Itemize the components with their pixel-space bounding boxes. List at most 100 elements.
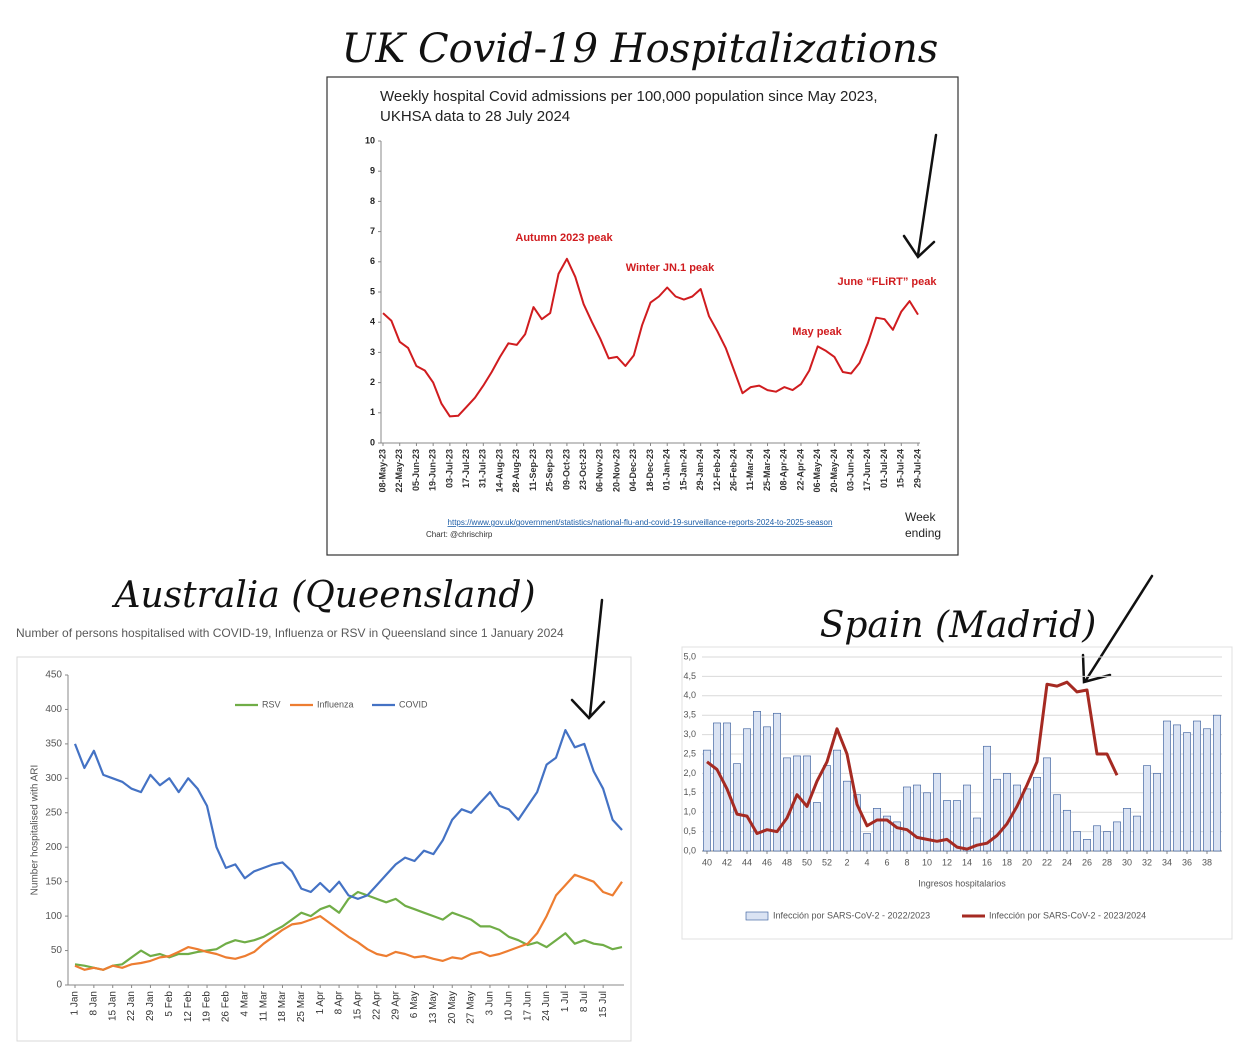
chart-heading: Spain (Madrid) bbox=[820, 605, 1097, 646]
x-tick-label: 29 Jan bbox=[145, 991, 156, 1021]
qld-chart-frame bbox=[16, 656, 632, 1042]
y-tick-label: 350 bbox=[45, 739, 62, 750]
x-tick-label: 19-Jun-23 bbox=[428, 449, 438, 491]
x-tick-label: 06-Nov-23 bbox=[595, 449, 605, 492]
legend-label: Infección por SARS-CoV-2 - 2022/2023 bbox=[773, 910, 930, 920]
y-tick-label: 0 bbox=[56, 980, 62, 991]
uk-chart-frame bbox=[326, 76, 959, 556]
x-tick-label: 10 bbox=[922, 857, 932, 867]
x-tick-label: 8 Jul bbox=[579, 991, 590, 1012]
y-tick-label: 5 bbox=[370, 286, 375, 296]
bar bbox=[923, 792, 931, 852]
legend-swatch bbox=[745, 911, 769, 921]
x-tick-label: 24 bbox=[1062, 857, 1072, 867]
x-tick-label: 34 bbox=[1162, 857, 1172, 867]
x-tick-label: 8 Jan bbox=[89, 991, 100, 1015]
bar bbox=[743, 728, 751, 852]
x-tick-label: 13 May bbox=[428, 991, 439, 1024]
y-tick-label: 2,5 bbox=[683, 748, 696, 758]
y-tick-label: 0,5 bbox=[683, 826, 696, 836]
source-link: https://www.gov.uk/government/statistics… bbox=[448, 518, 833, 527]
bar bbox=[843, 780, 851, 852]
chart-heading: UK Covid-19 Hospitalizations bbox=[342, 26, 939, 72]
bar bbox=[1153, 773, 1161, 852]
x-axis-label: Ingresos hospitalarios bbox=[918, 878, 1006, 888]
bar bbox=[1103, 831, 1111, 852]
x-tick-label: 06-May-24 bbox=[812, 449, 822, 493]
x-tick-label: 17-Jun-24 bbox=[862, 449, 872, 491]
x-tick-label: 27 May bbox=[466, 991, 477, 1024]
y-tick-label: 0,0 bbox=[683, 845, 696, 855]
bar bbox=[783, 757, 791, 852]
y-tick-label: 1,5 bbox=[683, 787, 696, 797]
x-tick-label: 11-Sep-23 bbox=[528, 449, 538, 491]
uk-arrow bbox=[902, 133, 938, 259]
y-tick-label: 100 bbox=[45, 911, 62, 922]
x-tick-label: 18-Dec-23 bbox=[645, 449, 655, 492]
x-tick-label: 48 bbox=[782, 857, 792, 867]
x-tick-label: 12 bbox=[942, 857, 952, 867]
y-tick-label: 2,0 bbox=[683, 768, 696, 778]
x-tick-label: 29-Jan-24 bbox=[695, 449, 705, 491]
bar bbox=[1033, 776, 1041, 852]
legend-label: RSV bbox=[262, 699, 281, 709]
y-tick-label: 300 bbox=[45, 773, 62, 784]
x-tick-label: 1 Jan bbox=[70, 991, 81, 1015]
bar bbox=[983, 745, 991, 852]
bar bbox=[853, 794, 861, 852]
x-tick-label: 20 May bbox=[447, 991, 458, 1024]
bar bbox=[1173, 724, 1181, 852]
annotation: Winter JN.1 peak bbox=[626, 262, 715, 274]
y-tick-label: 10 bbox=[365, 135, 375, 145]
bar bbox=[1123, 808, 1131, 852]
bar bbox=[973, 817, 981, 852]
x-tick-label: 44 bbox=[742, 857, 752, 867]
bar bbox=[873, 808, 881, 852]
x-tick-label: 15-Jan-24 bbox=[678, 449, 688, 491]
bar bbox=[1073, 831, 1081, 852]
x-tick-label: 22-May-23 bbox=[394, 449, 404, 493]
y-tick-label: 1 bbox=[370, 407, 375, 417]
y-tick-label: 9 bbox=[370, 166, 375, 176]
x-tick-label: 5 Feb bbox=[164, 991, 175, 1017]
annotation: June “FLiRT” peak bbox=[837, 276, 937, 288]
bar bbox=[703, 749, 711, 852]
madrid-arrow bbox=[1081, 574, 1154, 684]
x-tick-label: 52 bbox=[822, 857, 832, 867]
bar bbox=[1093, 825, 1101, 852]
x-tick-label: 11 Mar bbox=[258, 990, 269, 1021]
x-tick-label: 12-Feb-24 bbox=[712, 449, 722, 491]
legend-label: Infección por SARS-CoV-2 - 2023/2024 bbox=[989, 910, 1146, 920]
y-tick-label: 0 bbox=[370, 437, 375, 447]
x-tick-label: 3 Jun bbox=[485, 991, 496, 1015]
x-tick-label: 10 Jun bbox=[503, 991, 514, 1021]
x-tick-label: 4 bbox=[864, 857, 869, 867]
x-tick-label: 15 Apr bbox=[353, 990, 364, 1020]
x-tick-label: 15 Jul bbox=[598, 991, 609, 1018]
bar bbox=[1023, 788, 1031, 852]
bar bbox=[1133, 815, 1141, 852]
bar bbox=[993, 778, 1001, 852]
x-tick-label: 26-Feb-24 bbox=[728, 449, 738, 491]
qld-arrow bbox=[570, 598, 606, 720]
bar bbox=[863, 833, 871, 852]
x-tick-label: 38 bbox=[1202, 857, 1212, 867]
x-tick-label: 29 Apr bbox=[390, 990, 401, 1020]
annotation: May peak bbox=[792, 326, 842, 338]
x-tick-label: 22 bbox=[1042, 857, 1052, 867]
y-tick-label: 3 bbox=[370, 347, 375, 357]
bar bbox=[963, 784, 971, 852]
x-tick-label: 20 bbox=[1022, 857, 1032, 867]
x-tick-label: 01-Jul-24 bbox=[879, 449, 889, 488]
y-tick-label: 200 bbox=[45, 842, 62, 853]
y-tick-label: 7 bbox=[370, 226, 375, 236]
bar bbox=[1143, 765, 1151, 852]
x-tick-label: 25-Mar-24 bbox=[762, 449, 772, 491]
bar bbox=[1043, 757, 1051, 852]
x-tick-label: 40 bbox=[702, 857, 712, 867]
y-tick-label: 2 bbox=[370, 377, 375, 387]
x-tick-label: 17-Jul-23 bbox=[461, 449, 471, 488]
bar bbox=[1013, 784, 1021, 852]
x-tick-label: 25-Sep-23 bbox=[545, 449, 555, 492]
x-tick-label: 4 Mar bbox=[239, 990, 250, 1016]
